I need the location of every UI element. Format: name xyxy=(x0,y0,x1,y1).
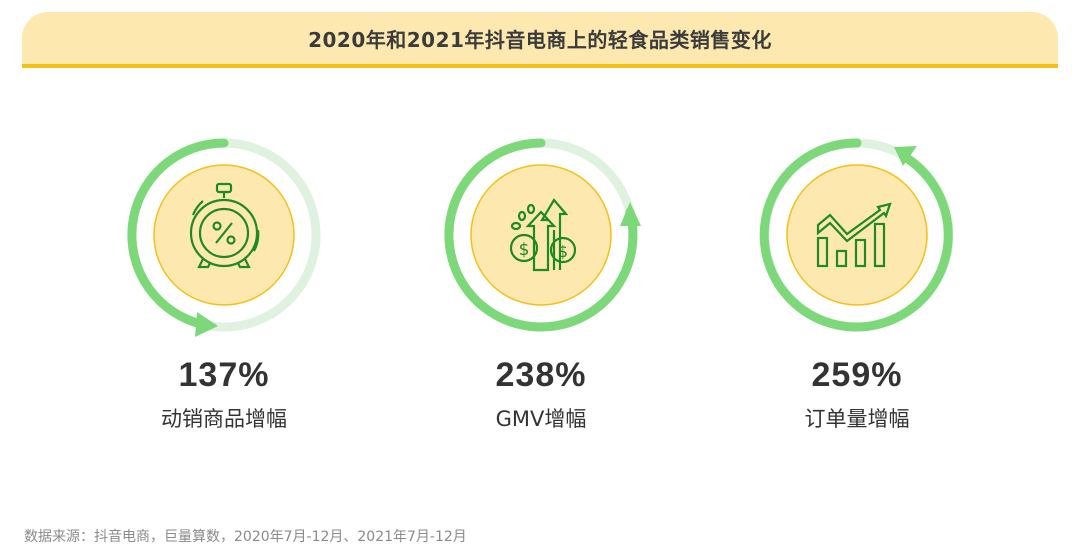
metric-value: 137% xyxy=(178,356,270,394)
progress-ring xyxy=(127,138,321,337)
progress-ring xyxy=(759,138,954,332)
bar-chart-trend-up-icon xyxy=(816,202,892,268)
svg-text:$: $ xyxy=(558,242,568,261)
metric-label: GMV增幅 xyxy=(495,407,587,431)
money-growth-arrows-icon: $ $ xyxy=(509,198,577,272)
page-title: 2020年和2021年抖音电商上的轻食品类销售变化 xyxy=(308,27,772,52)
metric-orders: 259% 订单量增幅 xyxy=(737,130,977,433)
svg-text:$: $ xyxy=(519,240,530,260)
data-source-note: 数据来源：抖音电商，巨量算数，2020年7月-12月、2021年7月-12月 xyxy=(24,529,467,545)
metric-active-products: 137% 动销商品增幅 xyxy=(104,130,344,433)
alarm-clock-percent-icon xyxy=(189,182,260,269)
title-banner: 2020年和2021年抖音电商上的轻食品类销售变化 xyxy=(22,12,1058,68)
metric-label: 动销商品增幅 xyxy=(161,407,287,431)
metric-gmv: $ $ 238% GMV增幅 xyxy=(421,130,661,433)
metric-value: 259% xyxy=(811,356,903,394)
metric-value: 238% xyxy=(495,356,587,394)
metric-label: 订单量增幅 xyxy=(804,407,910,431)
progress-ring: $ $ xyxy=(444,138,641,332)
